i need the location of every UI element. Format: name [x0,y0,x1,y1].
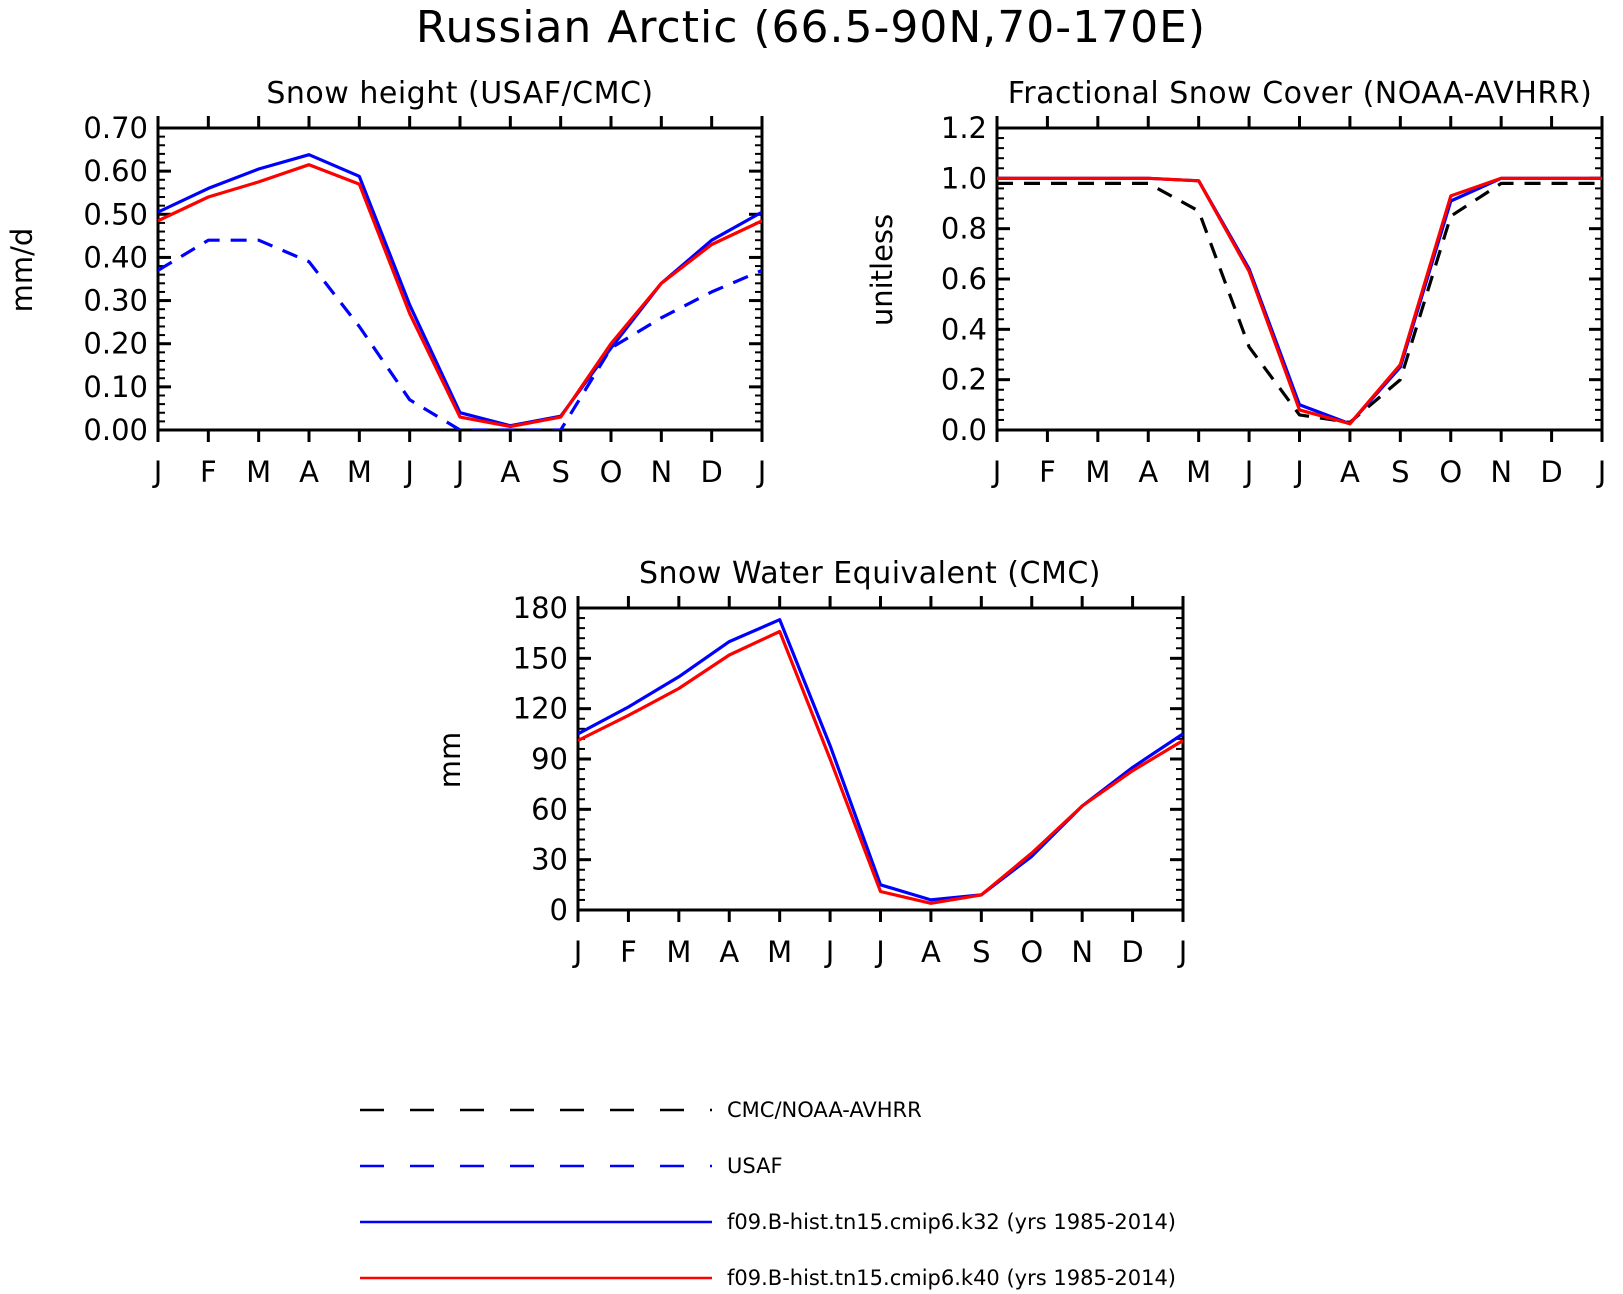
legend: CMC/NOAA-AVHRR USAF f09.B-hist.tn15.cmip6.… [360,1098,1176,1290]
legend-label: f09.B-hist.tn15.cmip6.k32 (yrs 1985-2014… [727,1210,1176,1234]
legend-label: USAF [727,1154,783,1178]
x-tick-label: A [500,455,520,489]
y-tick-label: 30 [531,843,568,877]
x-tick-label: J [874,935,885,969]
x-tick-label: D [1121,935,1143,969]
series-line [578,629,1183,905]
x-tick-label: M [666,935,691,969]
y-tick-label: 0.20 [83,327,148,361]
series-line [997,176,1602,426]
y-tick-label: 90 [531,742,568,776]
x-tick-label: J [572,935,583,969]
panel-title: Snow Water Equivalent (CMC) [639,556,1101,591]
x-tick-label: M [1085,455,1110,489]
series-line [158,153,762,428]
x-tick-label: M [767,935,792,969]
plot-frame [576,606,1185,912]
y-axis-label: unitless [865,214,899,326]
y-tick-label: 0.70 [83,111,148,145]
x-tick-label: M [347,455,372,489]
x-tick-label: S [972,935,990,969]
y-tick-label: 1.2 [941,111,987,145]
x-tick-label: O [1020,935,1043,969]
x-tick-label: A [921,935,941,969]
x-tick-label: S [551,455,569,489]
x-tick-label: J [1177,935,1188,969]
y-tick-label: 180 [513,591,568,625]
y-axis-label: mm/d [5,228,39,313]
series-line [578,618,1183,902]
x-tick-label: J [1293,455,1304,489]
x-tick-label: F [200,455,217,489]
x-tick-label: J [1596,455,1607,489]
x-tick-label: O [1439,455,1462,489]
y-tick-label: 0 [550,893,568,927]
y-tick-label: 1.0 [941,161,987,195]
series-line [997,176,1602,426]
panel-title: Fractional Snow Cover (NOAA-AVHRR) [1008,76,1593,111]
x-tick-label: A [1138,455,1158,489]
legend-label: f09.B-hist.tn15.cmip6.k40 (yrs 1985-2014… [727,1266,1176,1290]
x-tick-label: N [1490,455,1512,489]
legend-label: CMC/NOAA-AVHRR [727,1098,922,1122]
y-tick-label: 0.30 [83,284,148,318]
x-tick-label: N [1071,935,1093,969]
y-tick-label: 0.10 [83,370,148,404]
x-tick-label: N [650,455,672,489]
y-tick-label: 0.0 [941,413,987,447]
y-tick-label: 0.50 [83,197,148,231]
y-tick-label: 0.60 [83,154,148,188]
plot-frame [995,126,1604,432]
x-tick-label: M [1186,455,1211,489]
y-tick-label: 60 [531,792,568,826]
x-tick-label: D [1540,455,1562,489]
panel-snow-water-equivalent: Snow Water Equivalent (CMC) mm 0 30 60 90 120 1… [433,556,1187,969]
x-tick-label: J [1243,455,1254,489]
x-tick-label: A [1340,455,1360,489]
y-tick-label: 0.2 [941,363,987,397]
x-tick-label: F [1039,455,1056,489]
x-tick-label: O [600,455,623,489]
y-tick-label: 120 [513,692,568,726]
y-tick-label: 0.00 [83,413,148,447]
y-tick-label: 0.40 [83,240,148,274]
x-tick-label: S [1391,455,1409,489]
x-tick-label: J [756,455,767,489]
x-tick-label: A [299,455,319,489]
figure-title: Russian Arctic (66.5-90N,70-170E) [416,2,1206,53]
y-tick-label: 0.6 [941,262,987,296]
x-tick-label: D [700,455,722,489]
y-axis-label: mm [433,732,467,789]
x-tick-label: J [991,455,1002,489]
x-tick-label: J [454,455,465,489]
series-line [158,238,762,430]
panel-snow-height: Snow height (USAF/CMC) mm/d 0.00 0.10 0.20 0.… [5,76,766,489]
y-tick-label: 0.8 [941,212,987,246]
y-tick-label: 150 [513,641,568,675]
x-tick-label: J [152,455,163,489]
series-line [158,163,762,429]
y-tick-label: 0.4 [941,312,987,346]
x-tick-label: F [620,935,637,969]
series-line [997,181,1602,424]
panel-fractional-snow-cover: Fractional Snow Cover (NOAA-AVHRR) unitle… [865,76,1606,489]
x-tick-label: J [824,935,835,969]
x-tick-label: J [403,455,414,489]
panel-title: Snow height (USAF/CMC) [266,76,653,111]
x-tick-label: A [719,935,739,969]
x-tick-label: M [246,455,271,489]
